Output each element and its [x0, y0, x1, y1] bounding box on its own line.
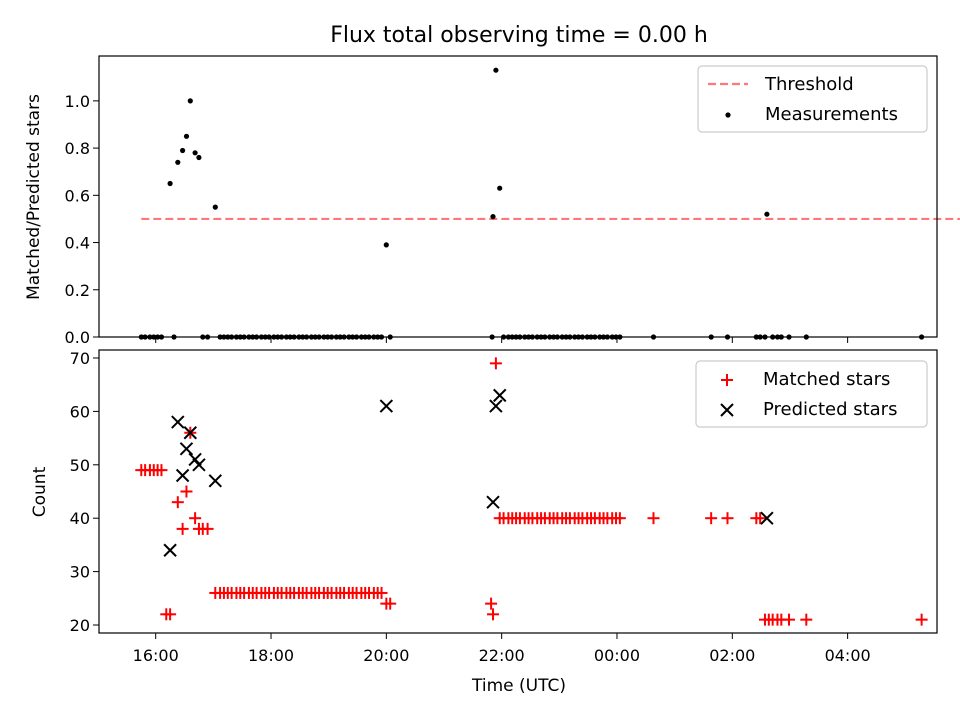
- predicted-star-point: [760, 511, 774, 525]
- bottom-legend-box: [695, 360, 928, 428]
- legend-predicted-marker: [720, 403, 734, 417]
- legend-threshold-label: Threshold: [764, 74, 854, 95]
- top-y-tick-label: 0.6: [65, 186, 90, 205]
- x-tick-label: 16:00: [133, 646, 179, 665]
- predicted-star-point: [489, 399, 503, 413]
- bottom-y-tick-label: 20: [70, 616, 90, 635]
- measurement-point: [383, 242, 389, 248]
- matched-star-point: [164, 608, 177, 621]
- x-tick-label: 18:00: [248, 646, 294, 665]
- matched-star-point: [721, 512, 734, 525]
- measurement-point: [490, 214, 496, 220]
- matched-star-point: [180, 485, 193, 498]
- measurement-point: [183, 133, 190, 139]
- measurement-point: [764, 211, 770, 217]
- matched-star-point: [375, 586, 388, 599]
- x-tick-label: 02:00: [709, 646, 755, 665]
- predicted-star-point: [486, 495, 500, 509]
- predicted-star-point: [179, 442, 194, 456]
- matched-star-point: [384, 597, 397, 610]
- predicted-star-point: [379, 399, 394, 413]
- x-axis-label: Time (UTC): [471, 676, 566, 696]
- top-legend: Threshold Measurements: [697, 65, 928, 133]
- legend-predicted-label: Predicted stars: [763, 399, 897, 420]
- top-y-tick-label: 0.4: [65, 234, 90, 253]
- bottom-y-tick-label: 30: [70, 563, 90, 582]
- top-y-tick-label: 0.0: [65, 328, 90, 347]
- top-y-tick-label: 1.0: [65, 92, 90, 111]
- matched-star-point: [201, 522, 214, 535]
- matched-star-point: [155, 464, 168, 477]
- top-panel: 0.0 0.2 0.4 0.6 0.8 1.0 Matched/Predicted sta…: [24, 55, 960, 347]
- bottom-legend: Matched stars Predicted stars: [695, 360, 928, 428]
- measurement-point: [196, 154, 202, 161]
- top-legend-box: [697, 65, 928, 133]
- legend-matched-label: Matched stars: [763, 369, 890, 390]
- matched-star-point: [171, 496, 184, 509]
- predicted-star-point: [163, 543, 177, 557]
- measurement-point: [192, 150, 198, 156]
- bottom-y-tick-label: 70: [70, 349, 90, 368]
- top-y-tick-label: 0.8: [65, 139, 90, 158]
- measurement-point: [180, 147, 186, 154]
- legend-measurements-label: Measurements: [765, 104, 898, 125]
- predicted-star-point: [171, 415, 185, 429]
- figure-title: Flux total observing time = 0.00 h: [330, 23, 708, 48]
- bottom-y-axis-label: Count: [30, 466, 50, 517]
- matched-star-point: [783, 613, 796, 626]
- predicted-star-point: [192, 458, 206, 472]
- matched-star-point: [613, 512, 626, 525]
- top-axes-frame: [98, 55, 938, 338]
- predicted-star-point: [493, 388, 507, 403]
- x-tick-label: 00:00: [594, 646, 640, 665]
- bottom-y-tick-label: 60: [70, 402, 90, 421]
- matched-star-point: [489, 357, 502, 370]
- bottom-y-tick-label: 50: [70, 456, 90, 475]
- legend-matched-marker: [721, 374, 733, 386]
- matched-star-point: [176, 522, 189, 535]
- top-y-axis-label: Matched/Predicted stars: [24, 94, 44, 300]
- x-tick-label: 22:00: [479, 646, 525, 665]
- measurement-point: [497, 185, 503, 191]
- top-y-tick-label: 0.2: [65, 281, 90, 300]
- measurement-point: [175, 159, 181, 165]
- matched-star-point: [487, 608, 500, 621]
- bottom-marks: [135, 357, 928, 626]
- legend-measurements-marker: [725, 112, 731, 118]
- measurement-point: [167, 180, 173, 187]
- matched-star-point: [800, 613, 813, 626]
- measurement-point: [493, 67, 499, 73]
- top-ticks: 0.0 0.2 0.4 0.6 0.8 1.0: [65, 92, 849, 347]
- matched-star-point: [647, 512, 660, 525]
- bottom-ticks: 20 30 40 50 60 70 16:00 18:00 20:00 22:00 00:00 02:…: [70, 349, 871, 665]
- bottom-panel: 20 30 40 50 60 70 16:00 18:00 20:00 22:00 00:00 02:…: [30, 349, 938, 696]
- matched-star-point: [915, 613, 928, 626]
- measurement-point: [187, 98, 193, 104]
- matched-star-point: [189, 512, 202, 525]
- x-tick-label: 04:00: [825, 646, 871, 665]
- matched-star-point: [705, 512, 718, 525]
- matched-star-point: [485, 597, 498, 610]
- measurement-point: [212, 204, 218, 210]
- bottom-axes-frame: [98, 349, 938, 634]
- predicted-star-point: [208, 474, 222, 488]
- x-tick-label: 20:00: [363, 646, 409, 665]
- matched-star-point: [754, 512, 767, 525]
- predicted-star-point: [183, 426, 198, 440]
- bottom-y-tick-label: 40: [70, 509, 90, 528]
- predicted-star-point: [175, 468, 190, 483]
